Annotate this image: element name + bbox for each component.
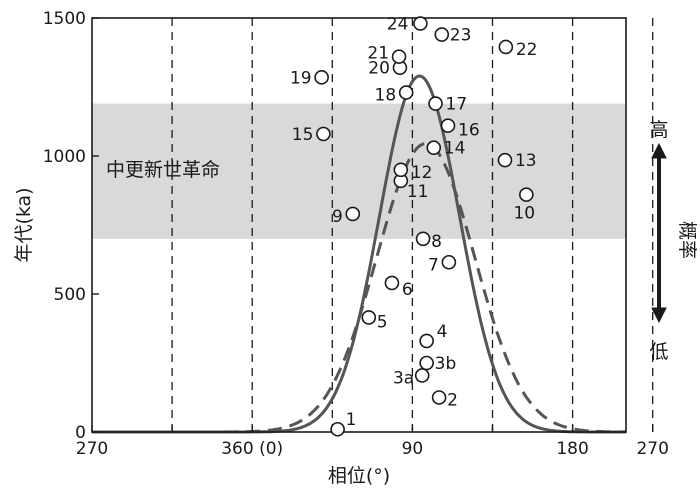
x-axis-ticks: 270 360 (0) 90 180 270 — [76, 425, 669, 459]
data-point-4 — [419, 333, 434, 349]
data-point-label-20: 20 — [368, 59, 390, 79]
data-point-24 — [413, 16, 428, 31]
data-point-label-3a: 3a — [393, 368, 414, 388]
data-point-17 — [428, 96, 443, 111]
data-point-label-11: 11 — [407, 182, 429, 202]
y-axis-label: 年代(ka) — [13, 187, 35, 262]
plot-frame — [91, 17, 627, 433]
data-point-label-6: 6 — [402, 280, 413, 300]
data-point-label-3b: 3b — [435, 354, 457, 374]
data-point-label-17: 17 — [446, 95, 468, 115]
data-point-label-14: 14 — [444, 139, 466, 159]
x-tick-label-0: 270 — [76, 439, 108, 459]
data-point-3a — [414, 368, 430, 383]
data-point-2 — [431, 390, 447, 405]
data-point-label-21: 21 — [367, 44, 389, 64]
data-point-label-16: 16 — [458, 121, 480, 141]
data-point-6 — [384, 275, 400, 291]
data-point-15 — [316, 126, 331, 142]
probability-annotation: 高 概率 低 — [649, 119, 698, 363]
data-point-label-19: 19 — [290, 68, 312, 88]
data-point-label-1: 1 — [346, 410, 357, 430]
x-tick-label-7: 270 — [636, 439, 668, 459]
data-point-3b — [419, 355, 434, 371]
y-tick-label-0: 0 — [75, 423, 86, 443]
data-point-16 — [440, 118, 456, 133]
data-point-5 — [361, 310, 377, 325]
data-point-label-8: 8 — [431, 232, 442, 252]
x-tick-label-4: 90 — [402, 439, 424, 459]
x-tick-label-2: 360 (0) — [221, 439, 283, 459]
y-tick-label-1: 500 — [54, 285, 86, 305]
data-point-label-10: 10 — [513, 204, 535, 224]
data-point-13 — [497, 152, 513, 168]
data-point-label-13: 13 — [515, 151, 537, 171]
x-tick-label-6: 180 — [556, 439, 588, 459]
data-point-7 — [441, 254, 457, 270]
y-tick-label-2: 1000 — [43, 147, 86, 167]
probability-high-label: 高 — [649, 119, 668, 141]
data-point-label-2: 2 — [447, 391, 458, 411]
data-point-19 — [314, 70, 329, 85]
data-point-label-7: 7 — [428, 255, 439, 275]
data-point-label-24: 24 — [387, 15, 409, 35]
data-point-14 — [426, 140, 442, 156]
probability-low-label: 低 — [649, 341, 668, 363]
data-point-12 — [393, 162, 409, 178]
y-tick-label-3: 1500 — [43, 9, 86, 29]
data-point-10 — [519, 187, 534, 202]
data-point-1 — [330, 421, 345, 437]
data-point-8 — [415, 231, 431, 247]
data-point-label-9: 9 — [332, 207, 343, 227]
data-point-21 — [391, 49, 407, 64]
data-point-9 — [345, 206, 361, 222]
x-axis-label: 相位(°) — [328, 465, 390, 487]
y-axis-ticks: 0 500 1000 1500 — [43, 9, 99, 443]
data-point-23 — [434, 27, 450, 42]
data-point-label-4: 4 — [437, 322, 448, 342]
probability-arrow — [651, 142, 667, 324]
data-point-22 — [498, 39, 514, 55]
data-point-label-5: 5 — [377, 312, 388, 332]
band-label: 中更新世革命 — [106, 159, 220, 181]
data-point-label-12: 12 — [411, 163, 433, 183]
data-point-label-18: 18 — [375, 86, 397, 106]
data-point-label-22: 22 — [516, 40, 538, 60]
data-point-label-23: 23 — [450, 26, 472, 46]
data-point-label-15: 15 — [292, 125, 314, 145]
probability-label: 概率 — [676, 221, 698, 259]
data-point-18 — [398, 85, 414, 100]
